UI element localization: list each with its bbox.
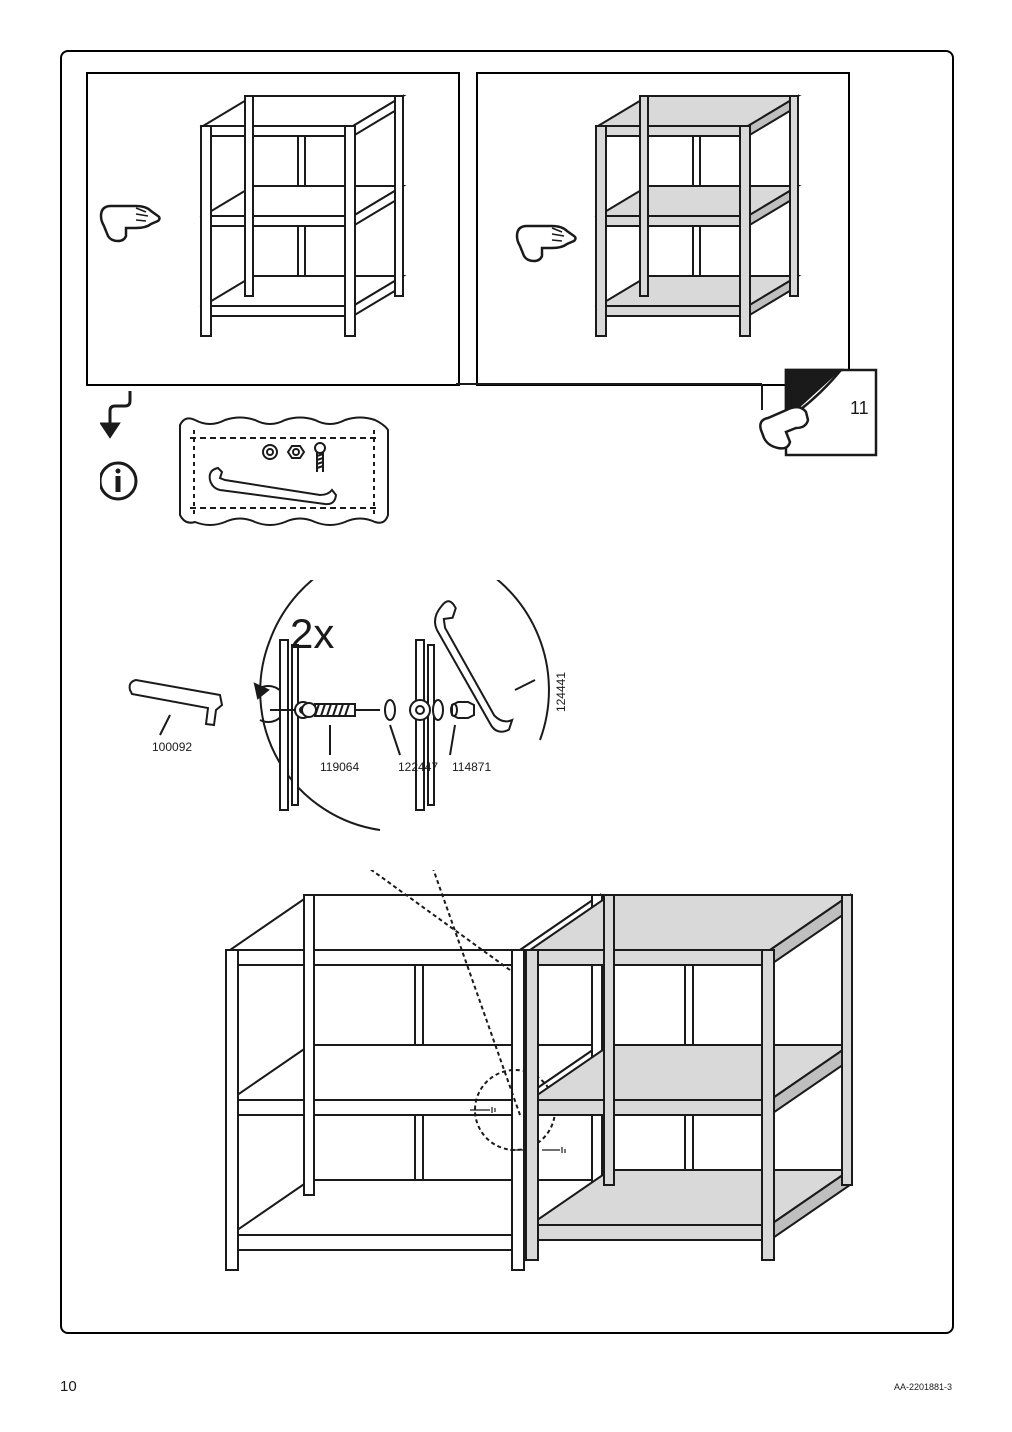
hardware-bag-icon xyxy=(170,410,400,540)
document-id: AA-2201881-3 xyxy=(894,1382,952,1392)
shelf-unit-b xyxy=(578,86,828,366)
page-number: 10 xyxy=(60,1378,77,1395)
part-washer-label: 122447 xyxy=(398,760,438,774)
panel-option-b xyxy=(476,72,850,386)
reference-page-number: 11 xyxy=(850,398,869,419)
arrow-info-icon xyxy=(100,386,150,516)
part-nut-label: 114871 xyxy=(452,760,491,774)
shelf-unit-a xyxy=(183,86,433,366)
double-shelf-unit xyxy=(210,870,870,1290)
part-bolt-label: 119064 xyxy=(320,760,359,774)
pointing-hand-icon xyxy=(96,186,166,246)
part-wrench-label: 124441 xyxy=(554,672,568,712)
connector-line-left xyxy=(130,380,470,390)
multiplier-label: 2x xyxy=(290,610,334,658)
panel-option-a xyxy=(86,72,460,386)
pointing-hand-icon xyxy=(512,206,582,266)
part-allen-key-label: 100092 xyxy=(152,740,192,754)
page: 11 xyxy=(0,0,1012,1432)
hardware-detail xyxy=(120,580,600,840)
